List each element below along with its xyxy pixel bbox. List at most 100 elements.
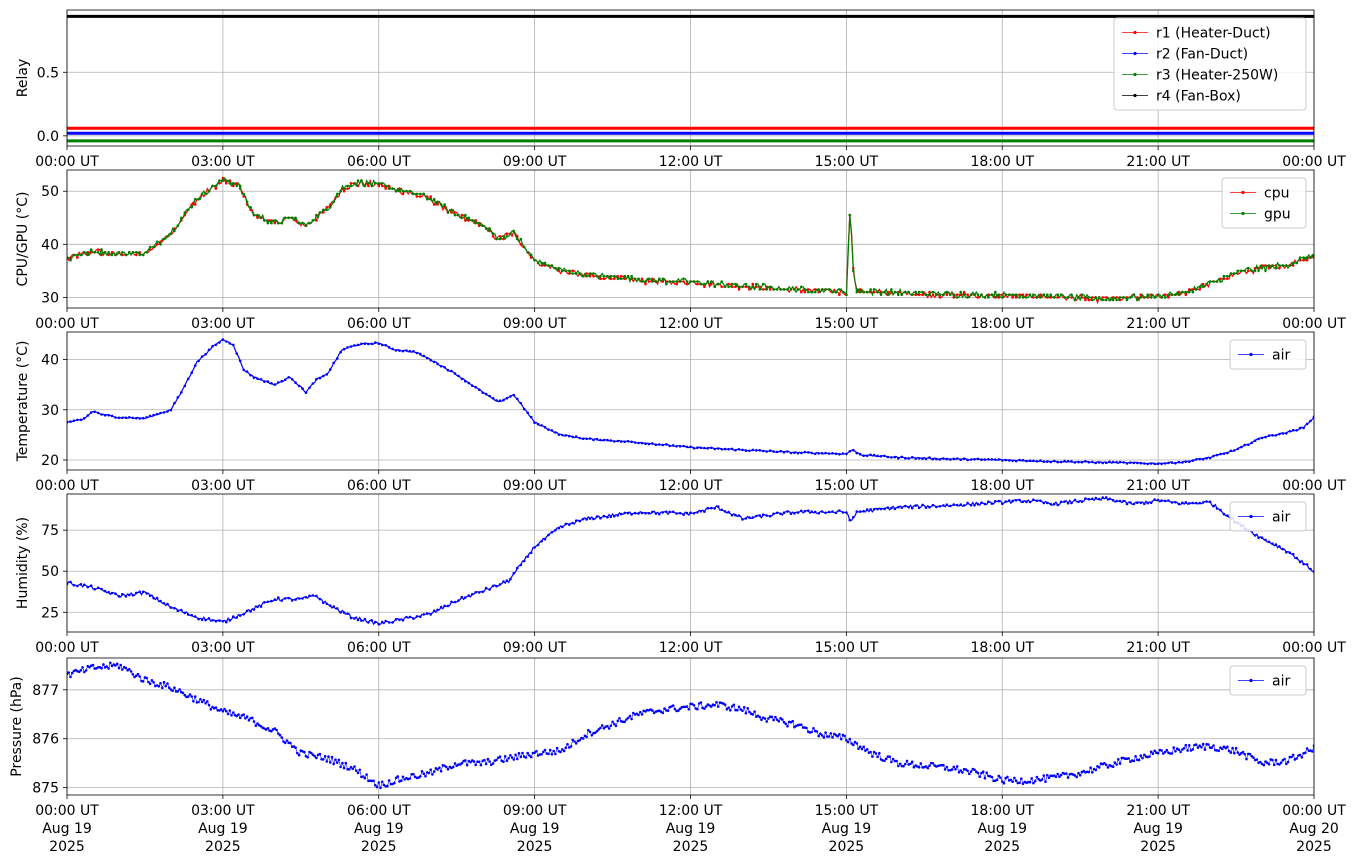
- data-point: [365, 773, 368, 776]
- data-point: [562, 749, 566, 753]
- data-point: [864, 749, 867, 752]
- data-point: [791, 719, 794, 723]
- data-point: [193, 203, 197, 206]
- data-point: [834, 511, 838, 515]
- data-point: [484, 392, 488, 396]
- data-point: [238, 716, 242, 720]
- data-point: [595, 437, 599, 441]
- data-point: [637, 512, 640, 515]
- data-point: [273, 598, 277, 601]
- data-point: [1122, 461, 1125, 464]
- x-tick-year: 2025: [205, 839, 241, 855]
- data-point: [1198, 501, 1201, 505]
- data-point: [218, 179, 221, 182]
- data-point: [935, 505, 938, 509]
- data-point: [180, 216, 183, 220]
- data-point: [214, 619, 218, 623]
- data-point: [1087, 296, 1091, 299]
- data-point: [200, 618, 204, 621]
- data-point: [117, 595, 121, 598]
- data-point: [259, 216, 263, 220]
- data-point: [1025, 296, 1028, 299]
- legend-marker: [1241, 211, 1245, 216]
- data-point: [1056, 293, 1059, 297]
- data-point: [692, 704, 696, 707]
- plot-area: [67, 14, 1314, 143]
- data-point: [720, 280, 723, 283]
- data-point: [1281, 264, 1285, 267]
- data-point: [245, 370, 249, 373]
- data-point: [1250, 441, 1253, 445]
- data-point: [200, 700, 204, 704]
- data-point: [124, 666, 128, 670]
- data-point: [519, 237, 523, 241]
- data-point: [469, 760, 472, 764]
- data-point: [796, 451, 800, 455]
- data-point: [427, 771, 431, 775]
- data-point: [256, 213, 259, 217]
- data-point: [810, 451, 813, 455]
- data-point: [439, 364, 443, 368]
- data-point: [256, 377, 259, 381]
- data-point: [554, 266, 557, 270]
- data-point: [609, 515, 613, 518]
- data-point: [339, 765, 342, 769]
- data-point: [394, 189, 398, 193]
- data-point: [1020, 777, 1023, 780]
- data-point: [768, 514, 772, 518]
- data-point: [843, 734, 846, 738]
- data-point: [810, 290, 813, 294]
- data-point: [777, 720, 781, 723]
- data-point: [952, 765, 956, 769]
- data-point: [786, 450, 789, 453]
- data-point: [1174, 750, 1177, 753]
- data-point: [285, 739, 289, 742]
- data-point: [848, 213, 852, 217]
- data-point: [671, 280, 675, 283]
- data-point: [1025, 293, 1028, 297]
- data-point: [550, 429, 554, 432]
- data-point: [398, 618, 401, 622]
- x-tick-label: 15:00 UT: [815, 154, 879, 170]
- data-point: [533, 421, 536, 425]
- data-point: [696, 707, 699, 711]
- data-point: [514, 753, 517, 757]
- data-point: [167, 686, 171, 689]
- data-point: [135, 251, 138, 254]
- plot-area: [67, 496, 1314, 626]
- data-point: [278, 733, 282, 737]
- data-point: [602, 438, 606, 442]
- data-point: [1007, 459, 1011, 462]
- data-point: [1274, 543, 1278, 546]
- data-point: [595, 274, 599, 278]
- data-point: [966, 501, 969, 505]
- data-point: [883, 759, 886, 763]
- data-point: [1201, 458, 1205, 461]
- data-point: [401, 349, 405, 353]
- data-point: [543, 748, 547, 752]
- data-point: [602, 274, 606, 278]
- data-point: [734, 282, 737, 286]
- data-point: [907, 290, 910, 294]
- data-point: [741, 518, 744, 521]
- data-point: [89, 584, 93, 587]
- data-point: [1160, 296, 1163, 299]
- data-point: [1089, 766, 1092, 769]
- data-point: [1118, 762, 1122, 765]
- data-point: [1222, 274, 1226, 278]
- data-point: [342, 189, 346, 193]
- data-point: [767, 717, 770, 720]
- x-tick-label: 03:00 UT: [191, 803, 255, 819]
- data-point: [327, 755, 330, 758]
- data-point: [1011, 499, 1014, 503]
- data-point: [542, 750, 545, 754]
- data-point: [342, 611, 346, 614]
- y-tick-label: 0.5: [37, 65, 59, 81]
- data-point: [1018, 458, 1021, 462]
- data-point: [263, 380, 266, 383]
- data-point: [1278, 264, 1281, 267]
- data-point: [290, 599, 294, 602]
- x-tick-label: 06:00 UT: [347, 154, 411, 170]
- data-point: [1179, 750, 1182, 754]
- data-point: [202, 698, 206, 702]
